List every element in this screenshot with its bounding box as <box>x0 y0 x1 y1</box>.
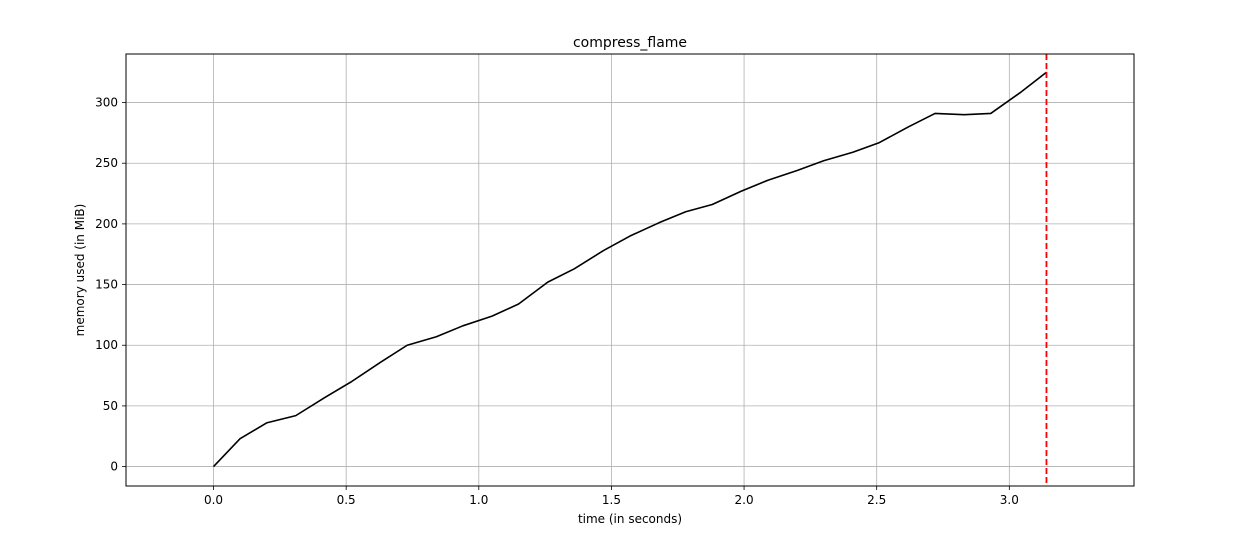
y-tick-label: 300 <box>95 96 118 110</box>
y-tick-label: 50 <box>103 399 118 413</box>
y-tick-label: 100 <box>95 338 118 352</box>
axis-ticks: 0.0 0.5 1.0 1.5 2.0 2.5 3.0 0 50 100 150 200 250 300 <box>95 96 1019 507</box>
y-tick-label: 150 <box>95 278 118 292</box>
y-tick-label: 0 <box>110 460 118 474</box>
grid-lines <box>126 54 1134 486</box>
plot-area-frame <box>125 53 1135 487</box>
y-tick-label: 250 <box>95 156 118 170</box>
y-axis-title: memory used (in MiB) <box>73 204 87 337</box>
series-layer <box>212 71 1047 468</box>
x-tick-label: 1.0 <box>469 493 488 507</box>
x-tick-label: 0.5 <box>337 493 356 507</box>
memory-usage-line <box>212 71 1047 468</box>
x-tick-label: 3.0 <box>1000 493 1019 507</box>
x-tick-label: 1.5 <box>602 493 621 507</box>
x-tick-label: 0.0 <box>204 493 223 507</box>
x-tick-label: 2.0 <box>735 493 754 507</box>
chart-title: compress_flame <box>573 35 687 51</box>
x-tick-label: 2.5 <box>867 493 886 507</box>
y-tick-label: 200 <box>95 217 118 231</box>
x-axis-title: time (in seconds) <box>578 512 682 526</box>
